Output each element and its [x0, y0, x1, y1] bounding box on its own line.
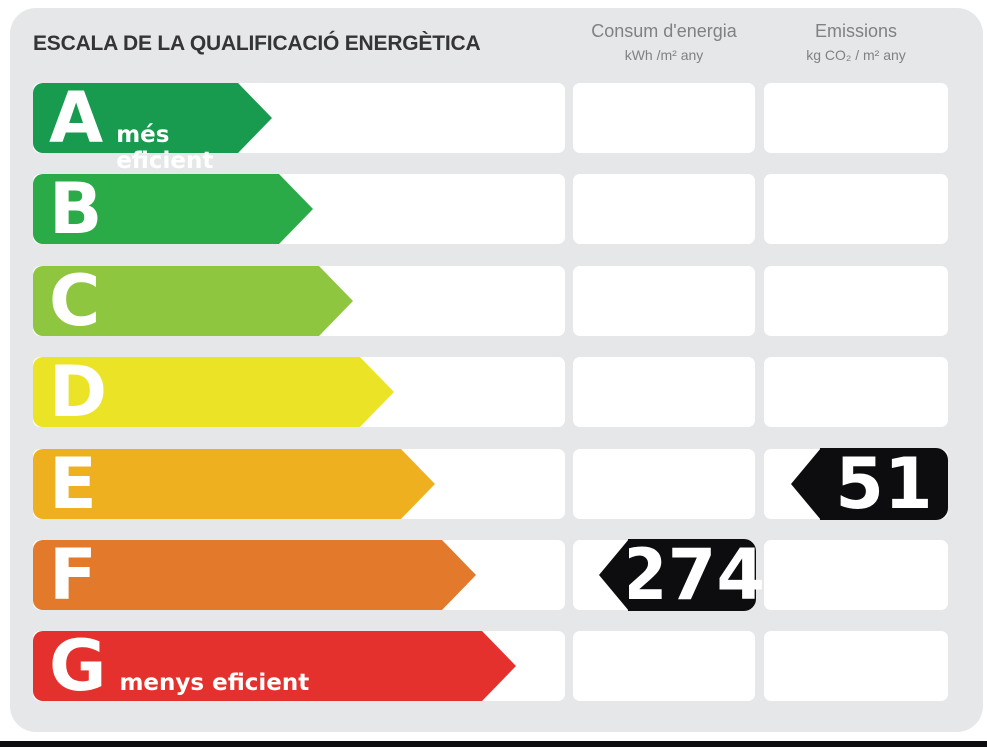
- rating-letter: F: [49, 534, 97, 616]
- arrow-tip-icon: [360, 357, 394, 428]
- scale-row-g: G menys eficient: [10, 625, 983, 708]
- rating-letter: A: [49, 77, 104, 159]
- rating-arrow-a: A més eficient: [33, 77, 272, 174]
- rating-arrow-c: C: [33, 259, 353, 342]
- label-panel: ESCALA DE LA QUALIFICACIÓ ENERGÈTICA Con…: [10, 8, 983, 732]
- arrow-tip-icon: [279, 174, 313, 245]
- emissions-cell: [764, 83, 948, 153]
- arrow-tip-icon: [238, 83, 272, 153]
- scale-row-e: E: [10, 442, 983, 525]
- scale-row-c: C: [10, 259, 983, 342]
- rating-letter: G: [49, 625, 107, 708]
- rating-arrow-g: G menys eficient: [33, 625, 516, 708]
- consum-label: Consum d'energia: [591, 21, 737, 41]
- column-header-consum: Consum d'energia kWh /m² any: [573, 20, 755, 65]
- rating-arrow-b: B: [33, 168, 313, 251]
- arrow-tip-icon: [442, 540, 476, 610]
- consum-cell: [573, 265, 755, 336]
- scale-row-b: B: [10, 168, 983, 251]
- scale-row-d: D: [10, 351, 983, 434]
- arrow-tip-icon: [319, 265, 353, 336]
- consum-value-pointer: 274: [599, 539, 765, 611]
- consum-cell: [573, 631, 755, 702]
- left-arrow-tip-icon: [791, 447, 821, 520]
- consum-cell: [573, 357, 755, 428]
- emissions-value-pointer: 51: [791, 442, 948, 525]
- rating-letter: D: [49, 351, 108, 434]
- emissions-cell: [764, 540, 948, 610]
- rating-arrow-f: F: [33, 534, 476, 616]
- arrow-tip-icon: [482, 631, 516, 702]
- emissions-label: Emissions: [814, 21, 898, 41]
- scale-row-f: F: [10, 540, 983, 610]
- consum-value: 274: [618, 534, 766, 616]
- consum-cell: [573, 174, 755, 245]
- emissions-cell: [764, 631, 948, 702]
- emissions-cell: [764, 174, 948, 245]
- rating-qualifier: menys eficient: [119, 670, 310, 697]
- rating-arrow-d: D: [33, 351, 394, 434]
- rating-arrow-e: E: [33, 442, 435, 525]
- emissions-cell: [764, 357, 948, 428]
- rating-letter: E: [49, 442, 97, 525]
- emissions-unit: kg CO₂ / m² any: [806, 47, 906, 63]
- left-arrow-tip-icon: [599, 539, 629, 611]
- emissions-value: 51: [835, 442, 933, 525]
- column-header-emissions: Emissions kg CO₂ / m² any: [764, 20, 948, 65]
- rating-qualifier: més eficient: [116, 122, 214, 174]
- arrow-tip-icon: [401, 448, 435, 519]
- consum-cell: [573, 448, 755, 519]
- bottom-divider-bar: [0, 741, 987, 747]
- rating-letter: B: [49, 168, 103, 251]
- scale-row-a: A més eficient: [10, 77, 983, 174]
- consum-unit: kWh /m² any: [624, 47, 704, 63]
- emissions-cell: [764, 265, 948, 336]
- rating-letter: C: [49, 259, 101, 342]
- page-title: ESCALA DE LA QUALIFICACIÓ ENERGÈTICA: [33, 32, 481, 55]
- consum-cell: [573, 83, 755, 153]
